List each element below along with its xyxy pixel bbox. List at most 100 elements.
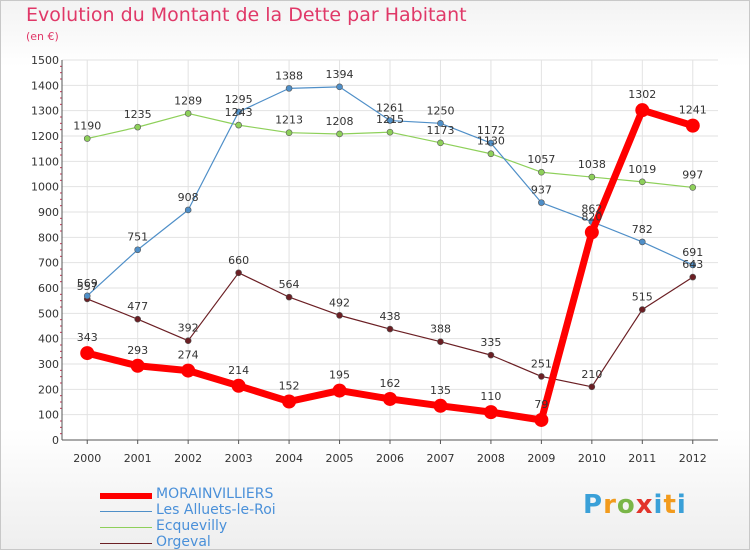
data-point xyxy=(285,293,293,301)
x-tick-label: 2002 xyxy=(174,452,202,465)
data-label: 293 xyxy=(127,344,148,357)
data-point xyxy=(235,121,242,129)
data-point xyxy=(487,139,495,147)
y-tick-label: 1500 xyxy=(31,54,59,67)
chart-subtitle: (en €) xyxy=(26,30,59,43)
y-tick-label: 300 xyxy=(38,358,59,371)
data-point xyxy=(386,128,394,136)
data-label: 643 xyxy=(682,258,703,271)
data-label: 515 xyxy=(632,291,653,304)
data-label: 135 xyxy=(430,384,451,397)
data-point xyxy=(588,173,596,181)
data-point xyxy=(487,351,495,359)
data-label: 343 xyxy=(77,331,98,344)
data-label: 335 xyxy=(480,336,501,349)
data-point xyxy=(386,325,394,333)
data-point xyxy=(336,83,343,91)
data-point xyxy=(635,103,650,118)
logo-letter: i xyxy=(676,490,687,520)
x-tick-label: 2004 xyxy=(275,452,303,465)
data-point xyxy=(83,292,91,300)
data-point xyxy=(83,135,91,142)
data-point xyxy=(235,108,242,116)
data-label: 1019 xyxy=(628,163,656,176)
y-tick-label: 200 xyxy=(38,383,59,396)
data-point xyxy=(689,273,697,281)
y-tick-label: 500 xyxy=(38,307,59,320)
legend-swatch-ecquevilly xyxy=(100,527,152,528)
data-label: 152 xyxy=(279,379,300,392)
data-label: 79 xyxy=(534,398,548,411)
legend-swatch-orgeval xyxy=(100,543,152,544)
y-tick-label: 0 xyxy=(52,434,59,447)
y-tick-label: 1100 xyxy=(31,155,59,168)
data-label: 997 xyxy=(682,168,703,181)
chart-title: Evolution du Montant de la Dette par Hab… xyxy=(26,4,467,26)
data-point xyxy=(184,110,192,117)
x-tick-label: 2007 xyxy=(426,452,454,465)
data-label: 1038 xyxy=(578,158,606,171)
data-point xyxy=(130,358,145,373)
data-point xyxy=(231,378,246,393)
data-point xyxy=(134,246,141,254)
data-label: 569 xyxy=(77,277,98,290)
data-label: 1295 xyxy=(225,93,253,106)
y-tick-label: 1300 xyxy=(31,105,59,118)
data-label: 908 xyxy=(178,191,199,204)
x-tick-label: 2001 xyxy=(124,452,152,465)
data-point xyxy=(235,269,242,277)
x-tick-label: 2011 xyxy=(628,452,656,465)
data-point xyxy=(534,412,549,427)
data-label: 388 xyxy=(430,323,451,336)
data-point xyxy=(437,338,444,346)
legend-label: Ecquevilly xyxy=(156,518,228,534)
data-label: 1250 xyxy=(426,104,454,117)
y-tick-label: 1200 xyxy=(31,130,59,143)
data-label: 1243 xyxy=(225,106,253,119)
data-label: 162 xyxy=(380,377,401,390)
data-point xyxy=(184,337,192,344)
proxiti-logo: Proxiti xyxy=(583,490,687,520)
data-label: 477 xyxy=(127,300,148,313)
data-point xyxy=(588,383,596,391)
data-point xyxy=(285,129,293,137)
x-tick-label: 2000 xyxy=(73,452,101,465)
data-point xyxy=(332,383,347,398)
data-label: 1213 xyxy=(275,114,303,127)
data-label: 937 xyxy=(531,184,552,197)
data-label: 1190 xyxy=(73,120,101,133)
data-label: 392 xyxy=(178,322,199,335)
data-point xyxy=(689,261,697,269)
data-point xyxy=(282,394,297,409)
data-point xyxy=(437,120,444,127)
data-label: 1388 xyxy=(275,69,303,82)
data-point xyxy=(538,199,545,206)
data-point xyxy=(639,306,646,313)
logo-letter: t xyxy=(663,490,677,520)
data-point xyxy=(584,225,599,240)
logo-letter: r xyxy=(603,490,617,520)
legend-label: MORAINVILLIERS xyxy=(156,486,274,502)
data-label: 691 xyxy=(682,246,703,259)
y-tick-label: 800 xyxy=(38,231,59,244)
data-label: 195 xyxy=(329,369,350,382)
data-label: 214 xyxy=(228,364,249,377)
data-label: 820 xyxy=(581,210,602,223)
data-label: 1173 xyxy=(426,124,454,137)
data-label: 1172 xyxy=(477,124,505,137)
data-point xyxy=(386,117,394,124)
data-label: 251 xyxy=(531,357,552,370)
data-label: 1215 xyxy=(376,113,404,126)
data-label: 557 xyxy=(77,280,98,293)
y-tick-label: 400 xyxy=(38,333,59,346)
y-tick-label: 1400 xyxy=(31,79,59,92)
legend-swatch-morainvilliers xyxy=(100,493,152,499)
logo-letter: o xyxy=(616,490,636,520)
x-tick-label: 2008 xyxy=(477,452,505,465)
x-tick-label: 2012 xyxy=(679,452,707,465)
legend-label: Les Alluets-le-Roi xyxy=(156,502,276,518)
data-label: 1057 xyxy=(527,153,555,166)
data-point xyxy=(483,405,498,420)
data-label: 1130 xyxy=(477,135,505,148)
